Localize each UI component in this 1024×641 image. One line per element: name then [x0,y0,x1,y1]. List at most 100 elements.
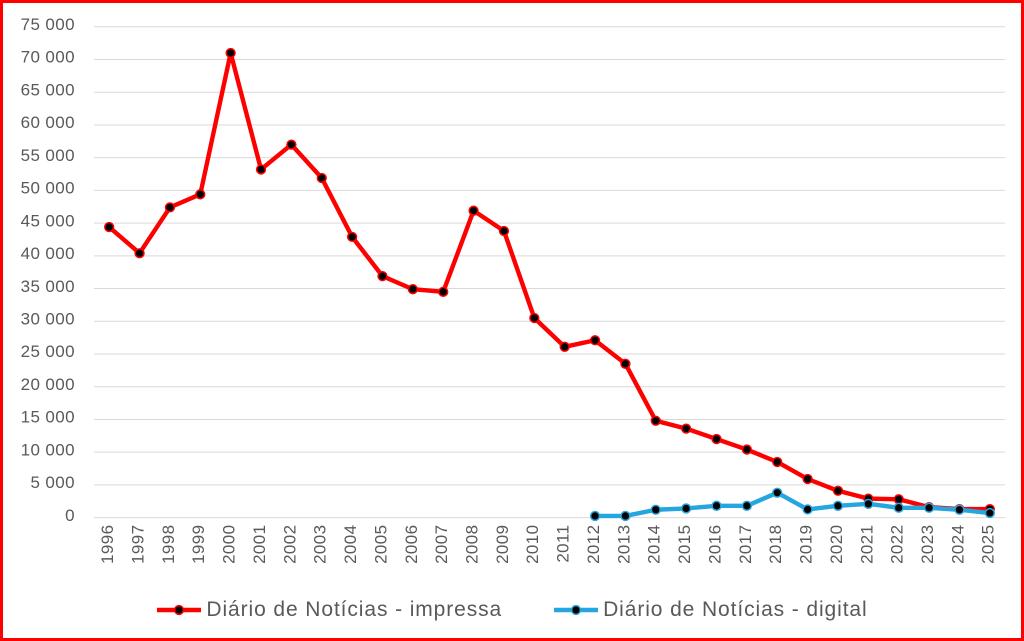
legend-marker-sample [570,604,582,616]
x-tick-label: 2008 [462,525,481,564]
x-tick-label: 2016 [705,525,724,564]
x-tick-label: 2009 [493,525,512,564]
data-point-marker [650,415,661,426]
chart-legend: Diário de Notícias - impressa Diário de … [3,597,1021,623]
x-tick-label: 2022 [888,525,907,564]
y-tick-label: 35 000 [21,277,75,296]
y-tick-label: 10 000 [21,440,75,459]
data-point-marker [225,47,236,59]
data-point-marker [802,473,813,485]
legend-swatch-digital-icon [554,604,599,616]
y-tick-label: 70 000 [21,48,75,67]
y-tick-label: 40 000 [21,244,75,263]
x-tick-label: 2000 [220,525,239,564]
data-point-marker [923,502,935,513]
x-tick-label: 1996 [98,525,117,564]
x-tick-label: 2001 [250,525,269,564]
x-tick-label: 2011 [554,525,573,563]
data-point-marker [681,503,692,514]
data-point-marker [438,286,449,297]
y-tick-label: 55 000 [21,146,75,165]
data-point-marker [346,231,358,243]
x-tick-label: 2007 [432,525,451,564]
x-tick-label: 2002 [280,525,299,564]
y-tick-label: 25 000 [21,342,75,361]
y-tick-label: 50 000 [21,179,75,198]
gridlines [94,26,1005,519]
data-point-marker [407,284,419,295]
x-tick-label: 2025 [979,525,998,564]
x-tick-label: 2019 [797,525,816,564]
data-point-marker [893,494,904,505]
legend-item-digital: Diário de Notícias - digital [553,598,867,622]
data-point-marker [286,139,297,150]
line-chart: 0 5 000 10 000 15 000 20 000 25 000 30 000 35 0… [21,15,1005,564]
x-axis-labels: 1996 1997 1998 1999 2000 2001 2002 2003 2004 2005… [98,525,998,564]
data-point-marker [529,312,540,324]
data-point-marker [650,504,661,515]
data-point-marker [104,221,115,233]
data-point-marker [620,358,631,369]
data-point-marker [620,510,631,522]
x-tick-label: 2021 [857,525,876,564]
data-point-marker [954,504,965,515]
x-tick-label: 2017 [736,525,755,564]
x-tick-label: 2023 [918,525,937,564]
y-tick-label: 15 000 [21,408,75,427]
data-point-marker [863,498,874,510]
y-axis-labels: 0 5 000 10 000 15 000 20 000 25 000 30 000 35 0… [21,15,75,525]
y-tick-label: 75 000 [21,15,75,34]
data-point-marker [741,500,753,511]
y-tick-label: 30 000 [21,309,75,328]
y-tick-label: 60 000 [21,113,75,132]
x-tick-label: 2024 [948,525,967,564]
data-point-marker [832,500,844,511]
data-point-marker [468,205,479,216]
data-point-marker [195,189,206,200]
x-tick-label: 2004 [341,525,360,564]
x-tick-label: 2015 [675,525,694,564]
data-point-marker [134,248,145,259]
data-point-marker [772,456,783,468]
x-tick-label: 2006 [402,525,421,564]
data-point-marker [559,341,570,352]
x-tick-label: 1998 [159,525,178,564]
y-tick-label: 5 000 [30,473,75,492]
data-point-marker [772,487,783,498]
legend-marker-sample [174,604,185,616]
data-point-marker [893,502,904,513]
data-point-marker [255,164,267,175]
y-tick-label: 20 000 [21,375,75,394]
legend-item-impressa: Diário de Notícias - impressa [156,598,502,622]
series-digital [589,487,995,522]
data-point-marker [377,270,388,282]
x-tick-label: 2005 [371,525,390,564]
series-impressa [104,47,995,515]
data-point-marker [164,202,176,213]
legend-label-impressa: Diário de Notícias - impressa [206,598,503,621]
data-point-marker [589,510,601,522]
data-point-marker [589,335,601,346]
x-tick-label: 2010 [523,525,542,564]
data-point-marker [711,433,722,445]
x-tick-label: 2018 [766,525,785,564]
data-point-marker [984,507,995,519]
x-tick-label: 1997 [128,525,147,564]
data-point-marker [681,423,692,434]
x-tick-label: 2012 [584,525,603,564]
data-point-marker [741,444,753,455]
x-tick-label: 2003 [311,525,330,564]
data-point-marker [711,500,722,511]
y-tick-label: 65 000 [21,80,75,99]
data-point-marker [316,172,327,184]
data-point-marker [832,485,844,496]
x-tick-label: 2020 [827,525,846,564]
data-point-marker [498,225,510,237]
x-tick-label: 2014 [645,525,664,564]
x-tick-label: 2013 [614,525,633,564]
x-tick-label: 1999 [189,525,208,564]
legend-label-digital: Diário de Notícias - digital [603,598,868,621]
legend-swatch-impressa-icon [157,604,202,616]
y-tick-label: 45 000 [21,211,75,230]
